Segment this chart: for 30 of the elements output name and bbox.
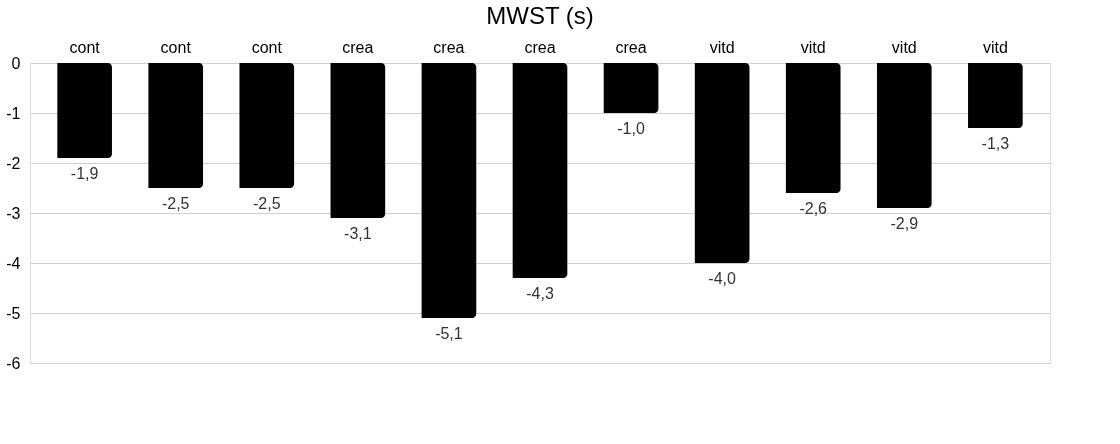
y-tick-label: 0 (11, 54, 21, 72)
chart-title: MWST (s) (486, 2, 594, 29)
x-tick-label: crea (433, 38, 465, 56)
y-tick-label: -2 (6, 154, 21, 172)
data-label: -2,6 (799, 200, 828, 217)
data-label: -3,1 (344, 225, 372, 242)
x-tick-label: cont (69, 38, 101, 56)
data-label: -1,9 (70, 165, 99, 182)
x-tick-label: cont (251, 38, 283, 56)
x-tick-label: vitd (982, 38, 1008, 56)
data-label: -4,0 (708, 270, 737, 287)
y-tick-label: -5 (6, 304, 21, 322)
data-label: -5,1 (435, 325, 463, 342)
x-tick-label: crea (342, 38, 374, 56)
x-tick-label: vitd (891, 38, 917, 56)
x-tick-label: vitd (709, 38, 735, 56)
x-tick-label: crea (615, 38, 647, 56)
data-label: -2,5 (253, 195, 281, 212)
y-tick-label: -4 (6, 254, 21, 272)
x-tick-label: cont (160, 38, 192, 56)
data-label: -2,9 (890, 215, 919, 232)
y-tick-label: -6 (6, 354, 21, 372)
y-tick-label: -1 (6, 104, 21, 122)
data-label: -1,3 (981, 135, 1010, 152)
data-label: -2,5 (161, 195, 190, 212)
data-label: -1,0 (617, 120, 645, 137)
x-tick-label: crea (524, 38, 556, 56)
y-tick-label: -3 (6, 204, 21, 222)
x-tick-label: vitd (800, 38, 826, 56)
data-label: -4,3 (526, 285, 554, 302)
